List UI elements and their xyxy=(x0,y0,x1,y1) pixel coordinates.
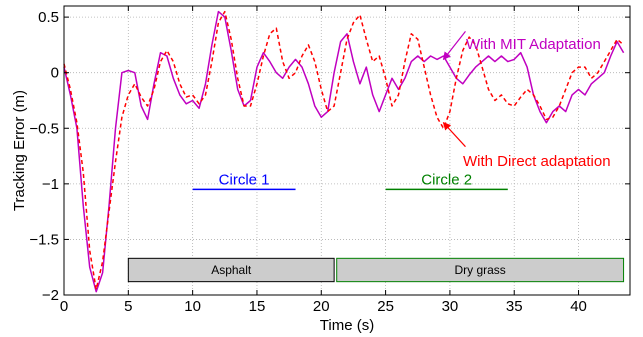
x-tick-label: 35 xyxy=(506,298,523,315)
x-tick-label: 40 xyxy=(570,298,587,315)
annotation-label: With MIT Adaptation xyxy=(466,36,601,53)
x-tick-label: 0 xyxy=(60,298,68,315)
series-line xyxy=(63,10,625,291)
y-tick-label: −0.5 xyxy=(29,120,59,137)
plot-frame xyxy=(63,5,631,296)
surface-region-label: Asphalt xyxy=(211,263,252,277)
circle-segment-label: Circle 1 xyxy=(219,171,270,188)
surface-region-label: Dry grass xyxy=(454,263,505,277)
annotations: With MIT Adaptation With Direct adaptatio… xyxy=(192,30,611,191)
y-tick-label: −2 xyxy=(42,287,59,304)
surface-region-box xyxy=(127,257,335,283)
surface-regions: Asphalt Dry grass xyxy=(127,257,625,283)
surface-region-box xyxy=(336,257,625,283)
annotation-label: With Direct adaptation xyxy=(463,153,611,170)
y-tick-label: 0.5 xyxy=(38,9,59,26)
x-tick-label: 25 xyxy=(377,298,394,315)
x-tick-label: 30 xyxy=(442,298,459,315)
ticks: 0 5 10 15 20 25 30 35 40 0.5 0 −0.5 −1 −1.5 −2 xyxy=(29,6,630,315)
series-lines xyxy=(63,10,625,293)
x-tick-label: 10 xyxy=(184,298,201,315)
y-axis-label: Tracking Error (m) xyxy=(11,90,28,211)
x-axis-label: Time (s) xyxy=(320,317,374,334)
circle-segment-label: Circle 2 xyxy=(421,171,472,188)
y-tick-label: −1 xyxy=(42,176,59,193)
y-tick-label: 0 xyxy=(51,65,59,82)
x-tick-label: 20 xyxy=(313,298,330,315)
series-line xyxy=(63,10,625,293)
x-tick-label: 15 xyxy=(249,298,266,315)
annotation-arrow xyxy=(442,121,466,148)
y-tick-label: −1.5 xyxy=(29,231,59,248)
x-tick-label: 5 xyxy=(124,298,132,315)
annotation-arrow xyxy=(442,30,466,61)
